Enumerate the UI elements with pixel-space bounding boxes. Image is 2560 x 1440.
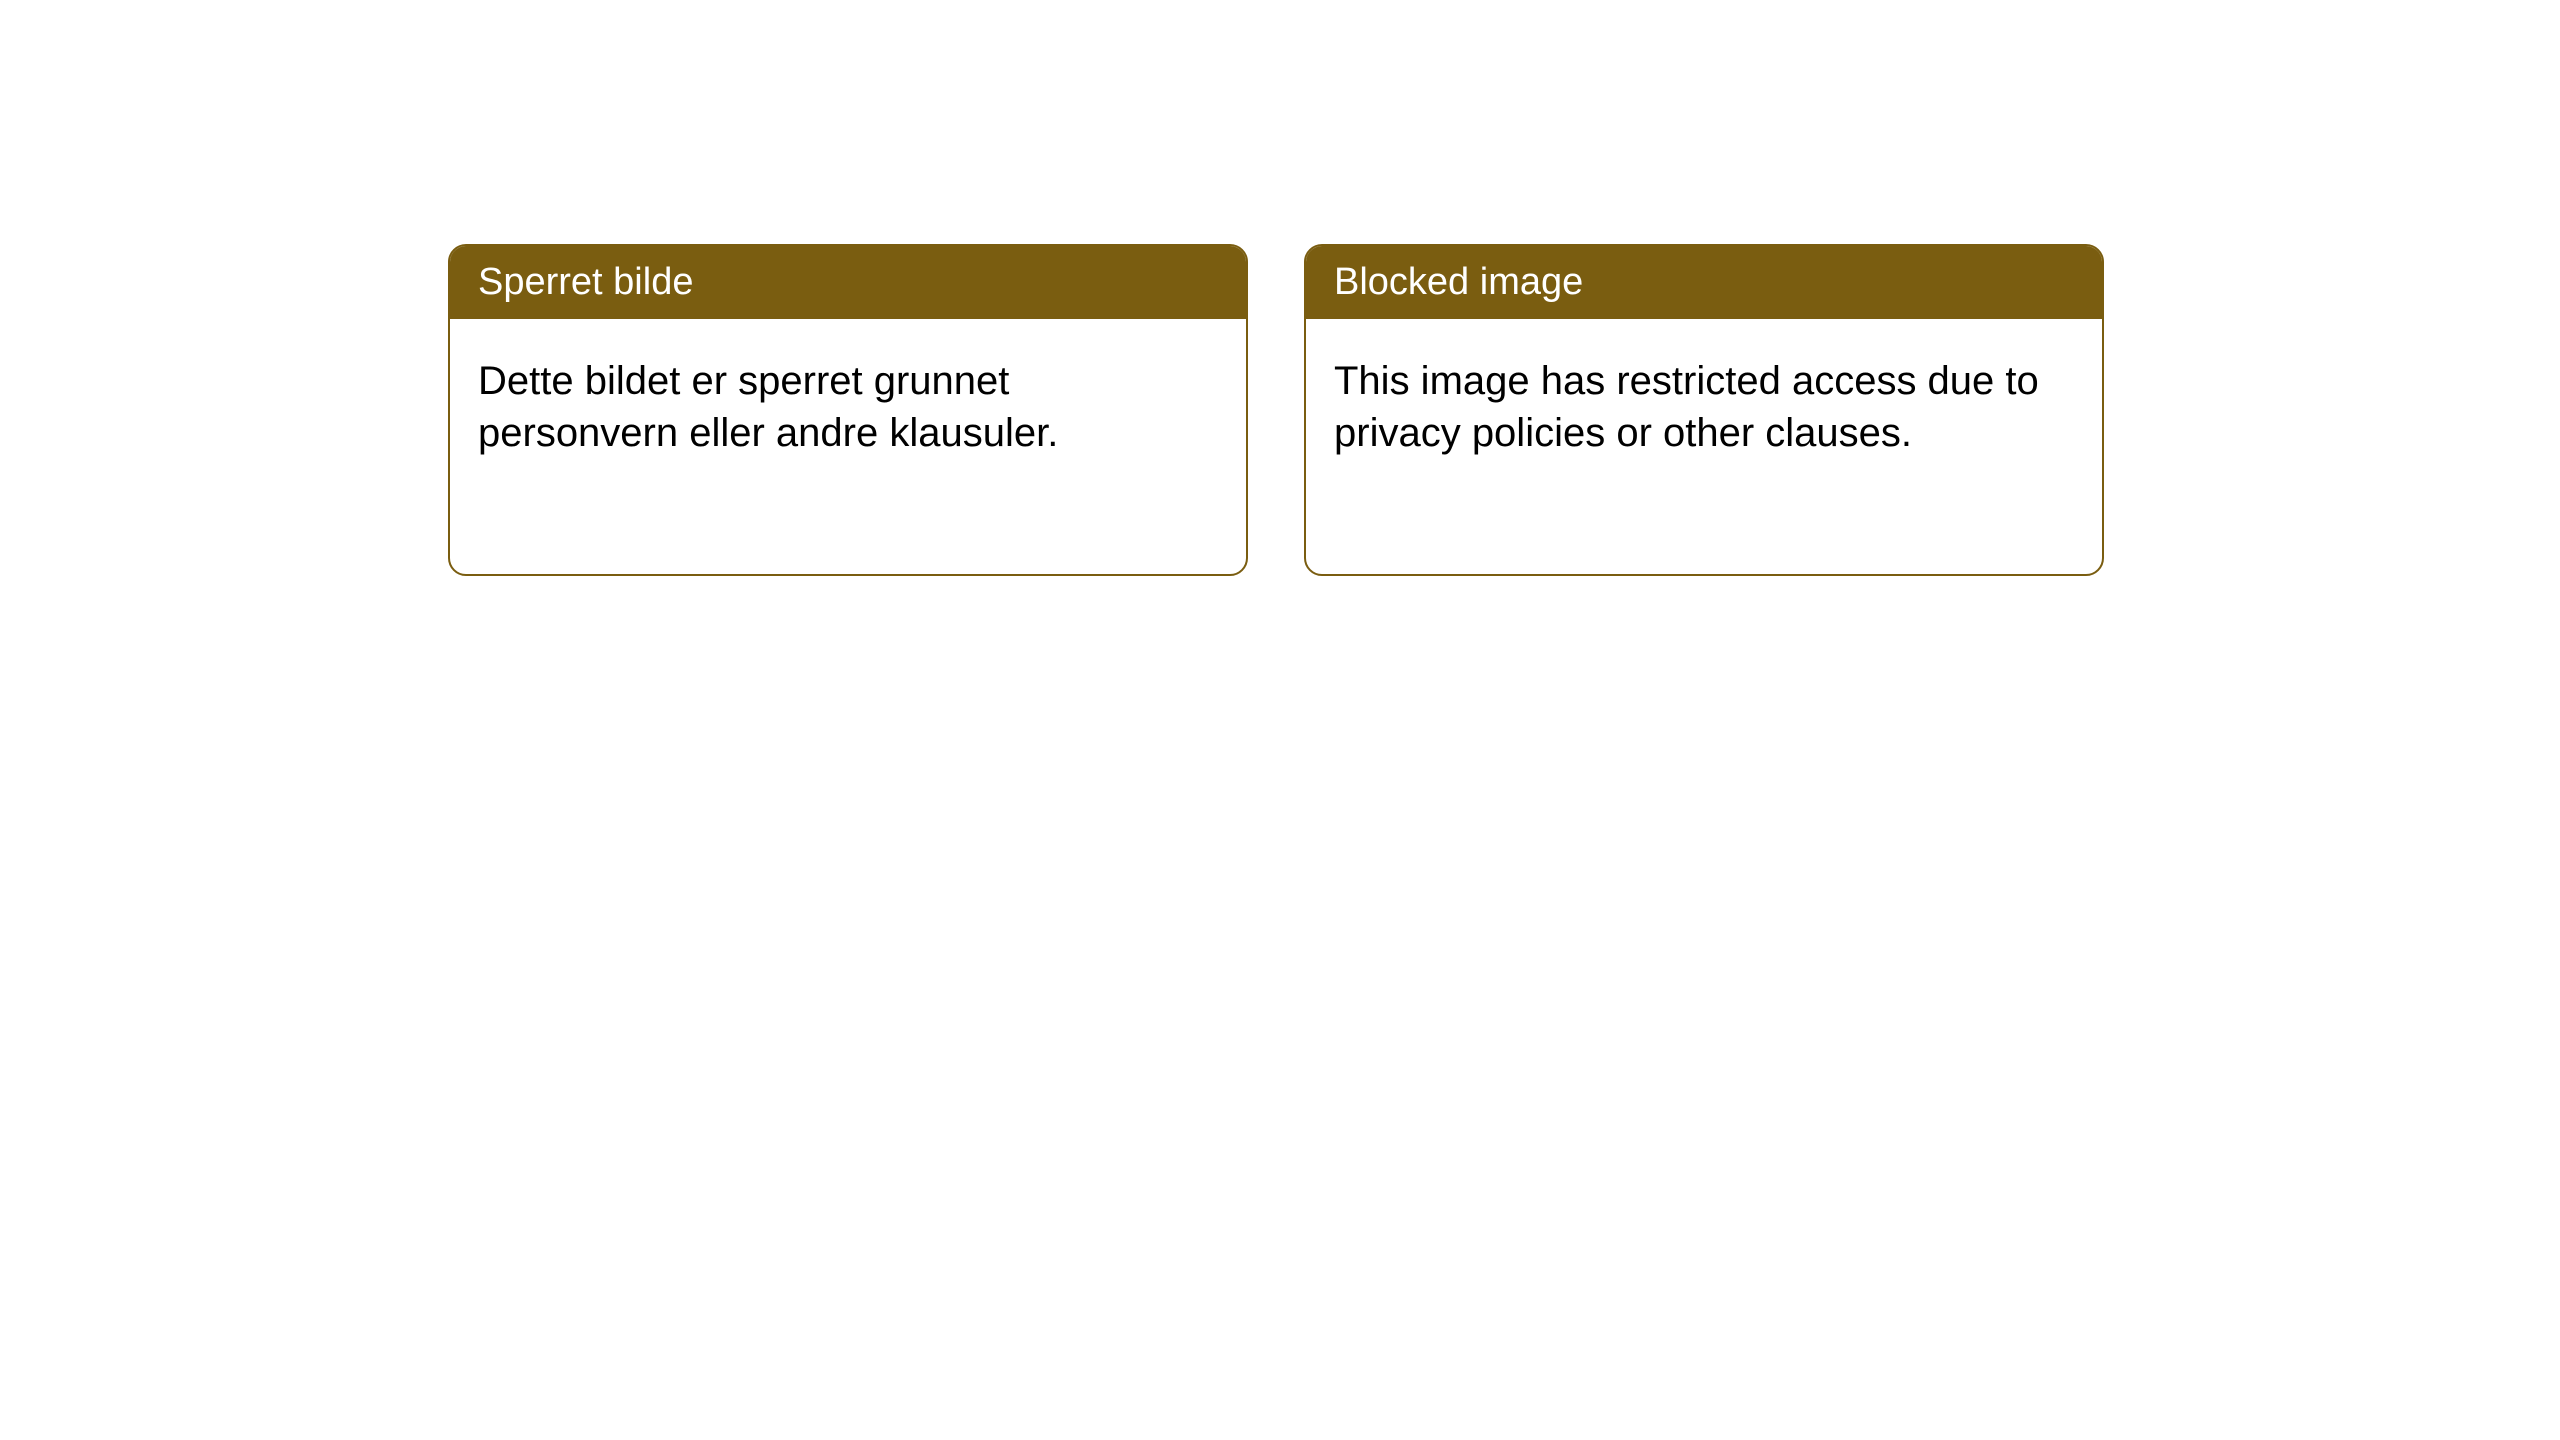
card-body-english: This image has restricted access due to … — [1306, 319, 2102, 495]
card-message-english: This image has restricted access due to … — [1334, 359, 2039, 455]
card-header-english: Blocked image — [1306, 246, 2102, 319]
card-title-norwegian: Sperret bilde — [478, 261, 693, 303]
blocked-image-card-english: Blocked image This image has restricted … — [1304, 244, 2104, 576]
card-message-norwegian: Dette bildet er sperret grunnet personve… — [478, 359, 1058, 455]
card-header-norwegian: Sperret bilde — [450, 246, 1246, 319]
card-body-norwegian: Dette bildet er sperret grunnet personve… — [450, 319, 1246, 495]
notice-cards-container: Sperret bilde Dette bildet er sperret gr… — [448, 244, 2104, 576]
card-title-english: Blocked image — [1334, 261, 1583, 303]
blocked-image-card-norwegian: Sperret bilde Dette bildet er sperret gr… — [448, 244, 1248, 576]
